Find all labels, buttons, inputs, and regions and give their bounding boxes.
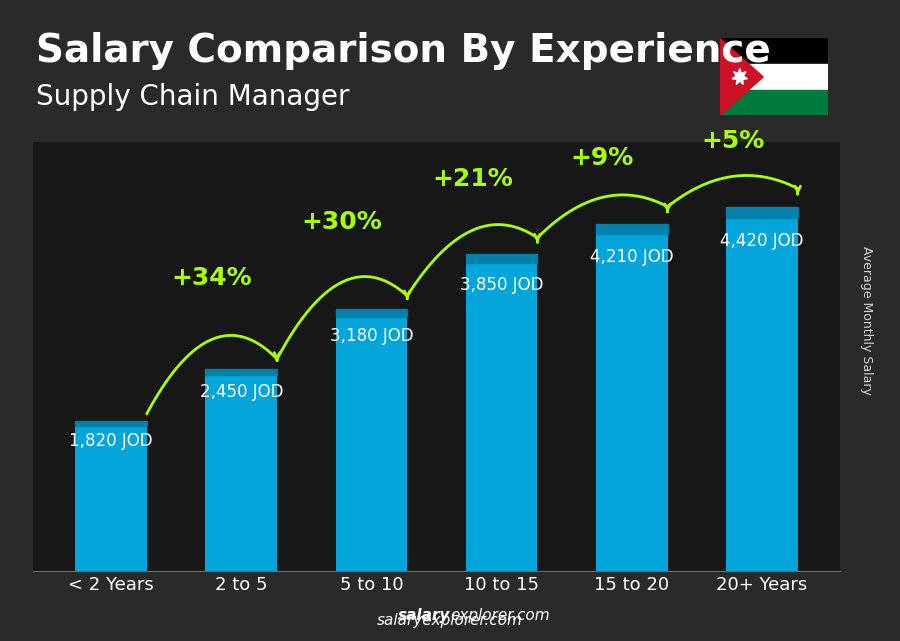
Polygon shape bbox=[732, 69, 748, 85]
Text: +21%: +21% bbox=[432, 167, 513, 192]
Bar bbox=[596, 224, 668, 571]
Bar bbox=[466, 254, 537, 571]
Bar bbox=[726, 206, 797, 218]
Bar bbox=[205, 369, 277, 571]
Bar bbox=[205, 369, 277, 375]
Text: Supply Chain Manager: Supply Chain Manager bbox=[36, 83, 349, 112]
Text: +30%: +30% bbox=[302, 210, 382, 234]
Text: salary: salary bbox=[398, 608, 450, 623]
Text: 4,420 JOD: 4,420 JOD bbox=[720, 232, 804, 250]
Bar bbox=[76, 421, 147, 571]
Bar bbox=[466, 254, 537, 263]
Bar bbox=[336, 309, 407, 571]
Text: Average Monthly Salary: Average Monthly Salary bbox=[860, 246, 873, 395]
Text: +34%: +34% bbox=[172, 266, 252, 290]
Text: 4,210 JOD: 4,210 JOD bbox=[590, 248, 673, 266]
Text: 3,180 JOD: 3,180 JOD bbox=[329, 328, 413, 345]
Bar bbox=[720, 64, 828, 90]
Bar bbox=[596, 224, 668, 235]
Bar bbox=[720, 38, 828, 64]
Text: 2,450 JOD: 2,450 JOD bbox=[200, 383, 283, 401]
Text: Salary Comparison By Experience: Salary Comparison By Experience bbox=[36, 32, 770, 70]
Bar bbox=[76, 421, 147, 426]
Bar bbox=[720, 90, 828, 115]
Text: salaryexplorer.com: salaryexplorer.com bbox=[377, 613, 523, 628]
Text: 3,850 JOD: 3,850 JOD bbox=[460, 276, 544, 294]
Text: +5%: +5% bbox=[701, 129, 764, 153]
Text: +9%: +9% bbox=[571, 146, 634, 170]
Bar bbox=[336, 309, 407, 317]
Polygon shape bbox=[720, 38, 763, 115]
Bar bbox=[726, 206, 797, 571]
Text: explorer.com: explorer.com bbox=[450, 608, 550, 623]
Text: 1,820 JOD: 1,820 JOD bbox=[69, 431, 153, 449]
